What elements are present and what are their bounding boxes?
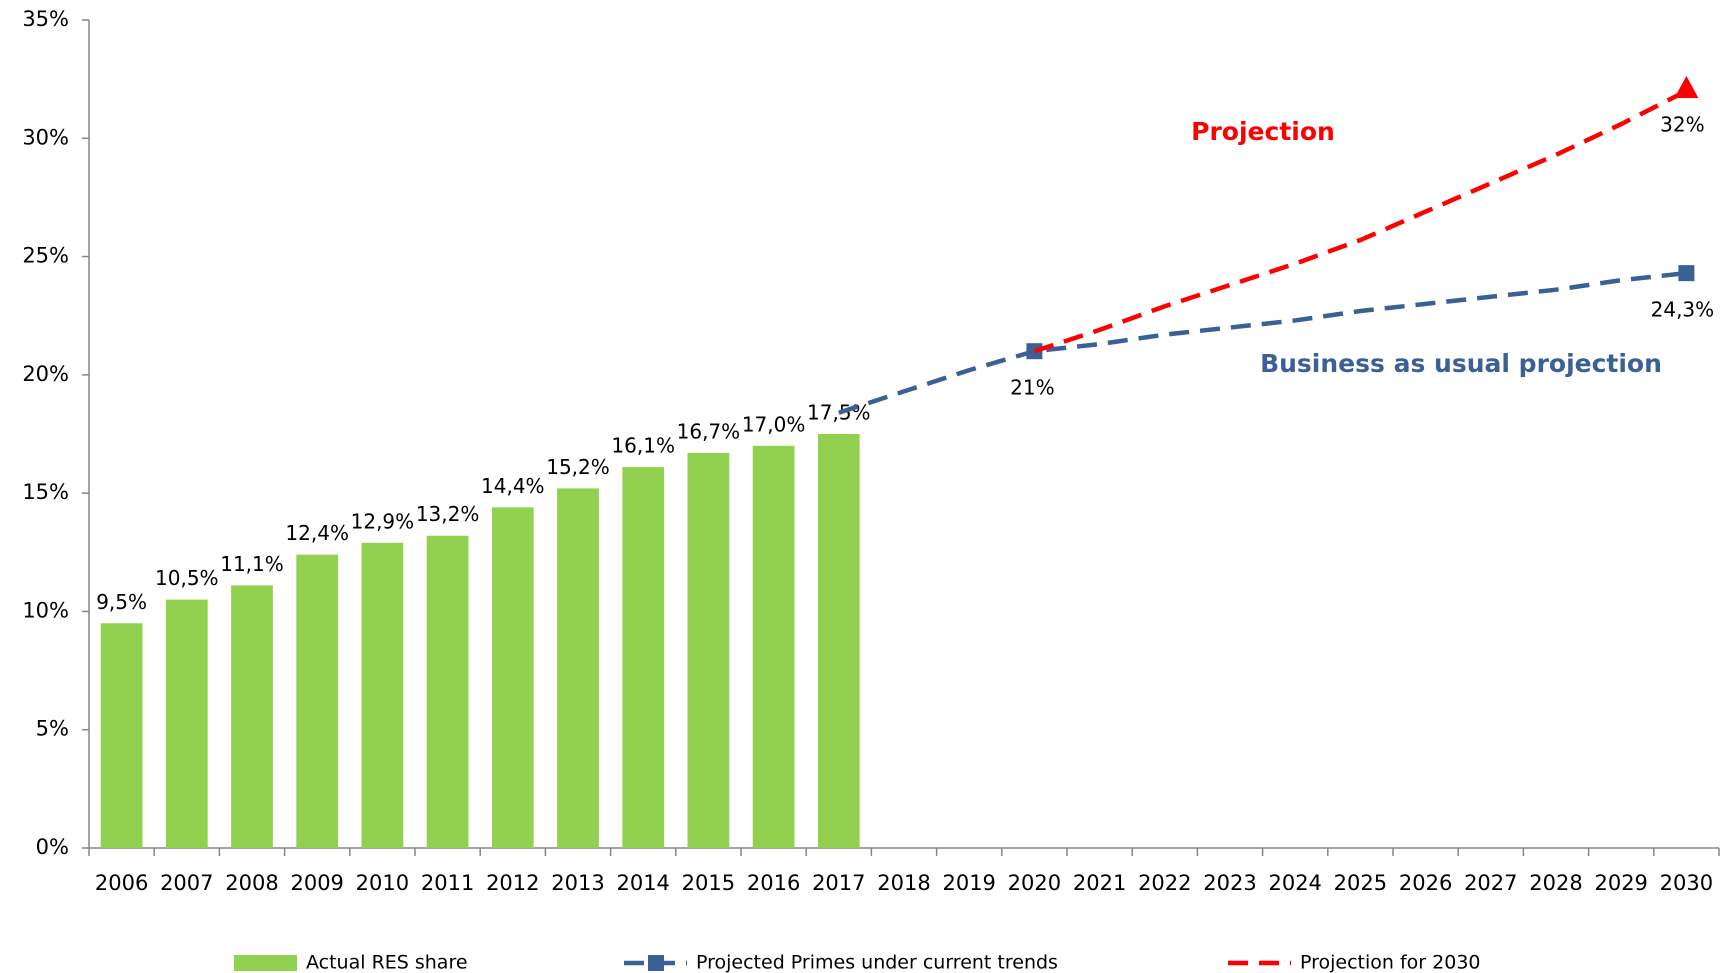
x-tick-label: 2010 <box>356 871 409 895</box>
bar <box>687 452 730 848</box>
data-label: 15,2% <box>546 455 610 479</box>
bar <box>231 585 273 848</box>
x-tick-label: 2017 <box>812 871 865 895</box>
x-tick-label: 2008 <box>225 871 278 895</box>
legend-swatch <box>234 955 297 971</box>
y-tick-label: 15% <box>22 480 69 504</box>
x-tick-label: 2028 <box>1529 871 1582 895</box>
x-tick-label: 2016 <box>747 871 800 895</box>
data-label: 16,7% <box>677 419 741 443</box>
x-tick-label: 2025 <box>1334 871 1387 895</box>
data-label: 10,5% <box>155 566 219 590</box>
y-tick-label: 25% <box>22 244 69 268</box>
data-label: 24,3% <box>1651 298 1715 322</box>
x-tick-label: 2015 <box>682 871 735 895</box>
bar <box>752 445 795 848</box>
x-tick-label: 2030 <box>1660 871 1713 895</box>
data-label: 21% <box>1010 376 1054 400</box>
x-tick-label: 2019 <box>942 871 995 895</box>
y-tick-label: 35% <box>22 7 69 31</box>
bar <box>557 488 599 848</box>
x-tick-label: 2009 <box>290 871 343 895</box>
x-tick-label: 2024 <box>1268 871 1321 895</box>
bar <box>622 467 665 848</box>
bar <box>491 507 534 848</box>
marker <box>1674 75 1699 98</box>
bar <box>361 542 404 848</box>
marker <box>1678 265 1695 282</box>
x-tick-label: 2022 <box>1138 871 1191 895</box>
data-label: 13,2% <box>416 502 480 526</box>
data-label: 12,4% <box>285 521 349 545</box>
bar <box>165 599 208 848</box>
y-tick-label: 0% <box>36 835 69 859</box>
x-tick-label: 2029 <box>1594 871 1647 895</box>
x-tick-label: 2023 <box>1203 871 1256 895</box>
bar <box>426 535 469 848</box>
legend-label: Actual RES share <box>306 952 468 973</box>
data-label: 16,1% <box>611 434 675 458</box>
data-label: 11,1% <box>220 552 284 576</box>
legend-label: Projected Primes under current trends <box>696 952 1058 973</box>
y-tick-label: 10% <box>22 598 69 622</box>
x-tick-label: 2014 <box>616 871 669 895</box>
x-tick-label: 2007 <box>160 871 213 895</box>
annotation: Projection <box>1191 117 1335 146</box>
y-tick-label: 5% <box>36 717 69 741</box>
data-label: 32% <box>1660 112 1704 136</box>
x-tick-label: 2026 <box>1399 871 1452 895</box>
legend-label: Projection for 2030 <box>1300 952 1481 973</box>
x-tick-label: 2021 <box>1073 871 1126 895</box>
x-tick-label: 2027 <box>1464 871 1517 895</box>
x-tick-label: 2018 <box>877 871 930 895</box>
data-label: 17,0% <box>742 412 806 436</box>
data-label: 14,4% <box>481 474 545 498</box>
data-label: 9,5% <box>96 590 147 614</box>
bar <box>296 554 339 848</box>
line <box>1033 88 1688 354</box>
y-tick-label: 30% <box>22 125 69 149</box>
annotation: Business as usual projection <box>1260 349 1662 378</box>
x-tick-label: 2012 <box>486 871 539 895</box>
x-tick-label: 2006 <box>95 871 148 895</box>
line <box>838 270 1687 415</box>
legend-marker <box>648 955 664 971</box>
x-tick-label: 2013 <box>551 871 604 895</box>
bar <box>100 623 143 848</box>
x-tick-label: 2011 <box>421 871 474 895</box>
data-label: 12,9% <box>351 509 415 533</box>
y-tick-label: 20% <box>22 362 69 386</box>
x-tick-label: 2020 <box>1008 871 1061 895</box>
bar <box>817 434 860 848</box>
